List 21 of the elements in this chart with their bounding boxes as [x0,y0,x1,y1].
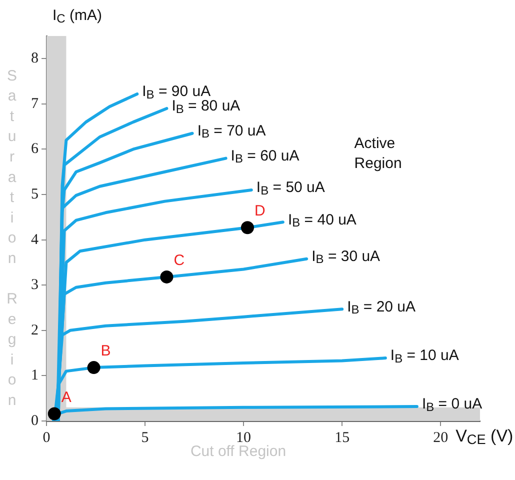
y-tick-label: 2 [31,322,38,338]
y-tick-label: 6 [31,141,39,158]
y-tick-label: 7 [31,96,39,112]
x-tick-label: 0 [42,430,50,446]
y-tick-label: 0 [31,412,38,429]
y-tick-label: 5 [31,186,38,202]
y-tick-label: 8 [31,50,38,67]
y-tick-label: 3 [31,277,38,294]
annotation: A [61,388,72,406]
annotation: D [254,202,266,220]
annotation: C [174,252,185,270]
x-tick-label: 15 [334,430,350,446]
annotation: Active Region [354,134,402,172]
x-tick-label: 5 [141,430,149,446]
y-tick-label: 4 [31,232,39,248]
band-label: Cut off Region [190,443,286,460]
text: Saturation Region [6,67,18,409]
y-tick-label: 1 [31,368,38,384]
x-tick-label: 10 [236,430,252,446]
annotation: B [100,342,111,360]
x-tick-label: 20 [433,430,448,446]
